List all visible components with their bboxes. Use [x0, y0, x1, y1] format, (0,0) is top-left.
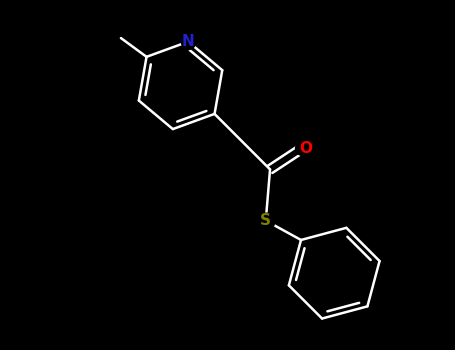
Text: N: N — [182, 34, 195, 49]
Text: S: S — [260, 213, 271, 228]
Text: O: O — [299, 141, 313, 155]
